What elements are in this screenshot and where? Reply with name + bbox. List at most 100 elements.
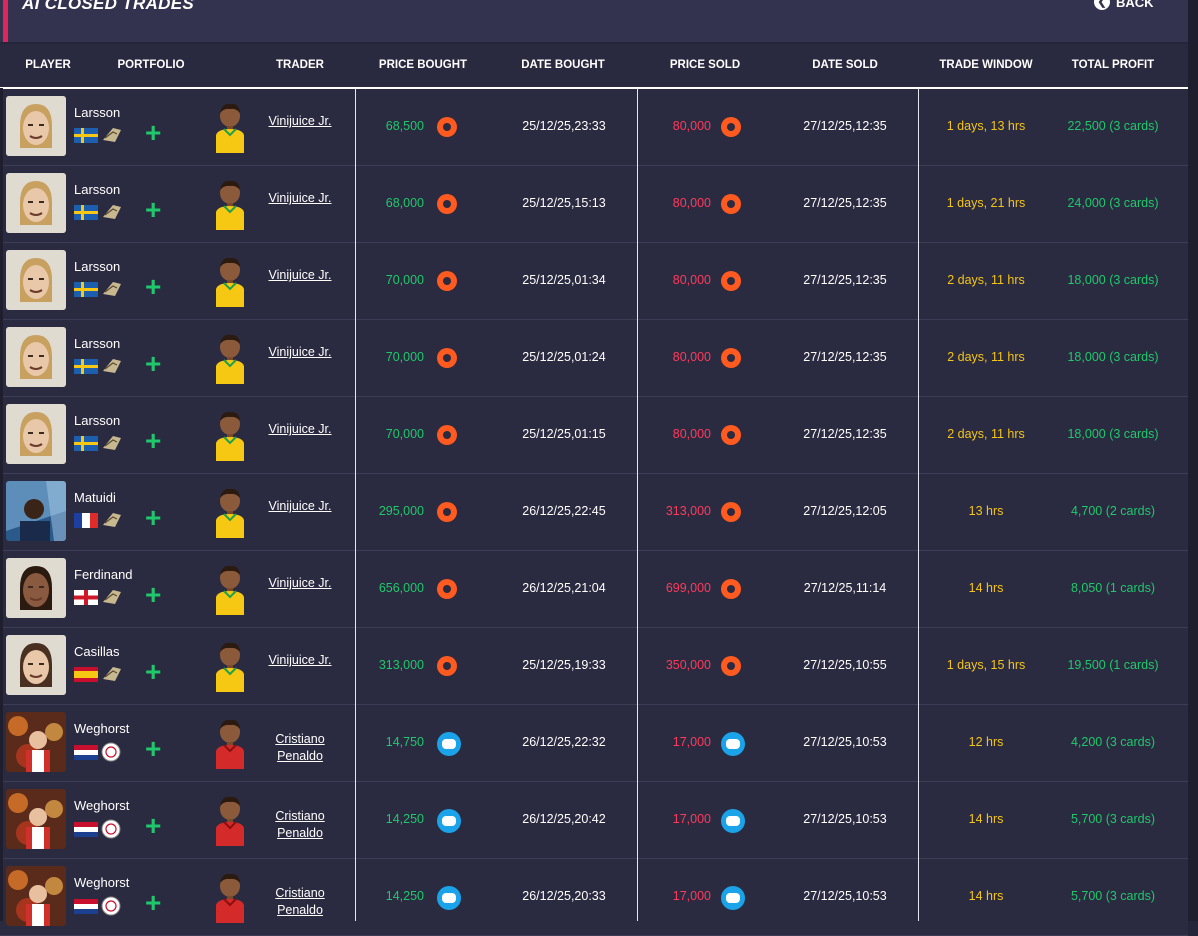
trader-link[interactable]: Vinijuice Jr.	[268, 191, 332, 205]
trader-link[interactable]: Cristiano Penaldo	[262, 808, 338, 842]
trader-link[interactable]: Vinijuice Jr.	[268, 653, 332, 667]
nation-flag-icon	[74, 435, 98, 456]
trader-avatar	[210, 794, 250, 846]
trader-link[interactable]: Vinijuice Jr.	[268, 268, 332, 282]
col-header-trade-window[interactable]: TRADE WINDOW	[939, 59, 1033, 71]
player-avatar[interactable]	[6, 789, 66, 849]
trader-first-name: Cristiano	[275, 732, 325, 746]
table-row[interactable]: Larsson + Vinijuice Jr. 70,000 25/12/25,01:3…	[0, 243, 1188, 320]
trader-link[interactable]: Vinijuice Jr.	[268, 499, 332, 513]
add-to-portfolio-button[interactable]: +	[145, 425, 162, 456]
col-header-price-bought[interactable]: PRICE BOUGHT	[378, 59, 468, 71]
player-avatar[interactable]	[6, 96, 66, 156]
player-name[interactable]: Weghorst	[74, 798, 130, 813]
add-to-portfolio-button[interactable]: +	[145, 117, 162, 148]
add-to-portfolio-button[interactable]: +	[145, 887, 162, 918]
player-avatar[interactable]	[6, 404, 66, 464]
trader-link[interactable]: Cristiano Penaldo	[262, 731, 338, 765]
trader-link[interactable]: Vinijuice Jr.	[268, 114, 332, 128]
trader-avatar	[210, 178, 250, 230]
coin-icon	[721, 579, 741, 599]
col-header-date-bought[interactable]: DATE BOUGHT	[521, 59, 605, 71]
table-row[interactable]: Weghorst + Cristiano Penaldo 14,750 26/12/25,…	[0, 705, 1188, 782]
console-icon	[721, 886, 745, 910]
player-name[interactable]: Ferdinand	[74, 567, 133, 582]
trader-avatar	[210, 486, 250, 538]
table-row[interactable]: Larsson + Vinijuice Jr. 68,000 25/12/25,15:1…	[0, 166, 1188, 243]
player-avatar[interactable]	[6, 635, 66, 695]
add-to-portfolio-button[interactable]: +	[145, 194, 162, 225]
col-header-total-profit[interactable]: TOTAL PROFIT	[1071, 59, 1155, 71]
total-profit: 8,050 (1 cards)	[1070, 581, 1156, 595]
trader-last-name: Penaldo	[277, 903, 323, 917]
date-sold: 27/12/25,10:55	[803, 658, 887, 672]
player-badges	[74, 742, 121, 767]
table-row[interactable]: Weghorst + Cristiano Penaldo 14,250 26/12/25,…	[0, 782, 1188, 859]
player-name[interactable]: Casillas	[74, 644, 120, 659]
player-name[interactable]: Larsson	[74, 182, 121, 197]
player-avatar[interactable]	[6, 866, 66, 926]
player-avatar[interactable]	[6, 250, 66, 310]
table-row[interactable]: Weghorst + Cristiano Penaldo 14,250 26/12/25,…	[0, 859, 1188, 936]
club-badge-icon	[101, 126, 123, 149]
nation-flag-icon	[74, 666, 98, 687]
club-badge-icon	[101, 280, 123, 303]
player-avatar[interactable]	[6, 327, 66, 387]
table-row[interactable]: Larsson + Vinijuice Jr. 70,000 25/12/25,01:2…	[0, 320, 1188, 397]
trader-link[interactable]: Vinijuice Jr.	[268, 345, 332, 359]
col-header-date-sold[interactable]: DATE SOLD	[812, 59, 878, 71]
price-bought: 14,250	[385, 889, 424, 903]
player-avatar[interactable]	[6, 173, 66, 233]
table-row[interactable]: Matuidi + Vinijuice Jr. 295,000 26/12/25,22:…	[0, 474, 1188, 551]
back-button[interactable]: ❮ BACK	[1094, 0, 1154, 10]
table-row[interactable]: Casillas + Vinijuice Jr. 313,000 25/12/25,19…	[0, 628, 1188, 705]
add-to-portfolio-button[interactable]: +	[145, 656, 162, 687]
trader-avatar	[210, 409, 250, 461]
player-avatar[interactable]	[6, 481, 66, 541]
coin-icon	[721, 117, 741, 137]
coin-icon	[721, 271, 741, 291]
add-to-portfolio-button[interactable]: +	[145, 271, 162, 302]
date-sold: 27/12/25,12:35	[803, 427, 887, 441]
date-bought: 25/12/25,01:15	[522, 427, 606, 441]
add-to-portfolio-button[interactable]: +	[145, 579, 162, 610]
player-badges	[74, 203, 123, 226]
add-to-portfolio-button[interactable]: +	[145, 348, 162, 379]
col-header-player[interactable]: PLAYER	[25, 59, 71, 71]
add-to-portfolio-button[interactable]: +	[145, 810, 162, 841]
player-name[interactable]: Matuidi	[74, 490, 116, 505]
coin-icon	[437, 271, 457, 291]
price-sold: 350,000	[665, 658, 711, 672]
add-to-portfolio-button[interactable]: +	[145, 502, 162, 533]
table-row[interactable]: Larsson + Vinijuice Jr. 68,500 25/12/25,23:3…	[0, 89, 1188, 166]
player-avatar[interactable]	[6, 558, 66, 618]
table-row[interactable]: Ferdinand + Vinijuice Jr. 656,000 26/12/25,2…	[0, 551, 1188, 628]
player-name[interactable]: Weghorst	[74, 875, 130, 890]
price-bought: 70,000	[385, 427, 424, 441]
trader-link[interactable]: Cristiano Penaldo	[262, 885, 338, 919]
column-divider	[637, 88, 638, 921]
player-name[interactable]: Weghorst	[74, 721, 130, 736]
price-bought: 70,000	[385, 350, 424, 364]
player-name[interactable]: Larsson	[74, 105, 121, 120]
add-to-portfolio-button[interactable]: +	[145, 733, 162, 764]
player-name[interactable]: Larsson	[74, 336, 121, 351]
player-name[interactable]: Larsson	[74, 259, 121, 274]
col-header-portfolio[interactable]: PORTFOLIO	[117, 59, 185, 71]
total-profit: 22,500 (3 cards)	[1067, 119, 1159, 133]
col-header-trader[interactable]: TRADER	[276, 59, 324, 71]
table-row[interactable]: Larsson + Vinijuice Jr. 70,000 25/12/25,01:1…	[0, 397, 1188, 474]
player-badges	[74, 434, 123, 457]
trade-window: 14 hrs	[968, 812, 1004, 826]
scrollbar-track[interactable]	[1188, 0, 1198, 921]
player-name[interactable]: Larsson	[74, 413, 121, 428]
total-profit: 18,000 (3 cards)	[1067, 427, 1159, 441]
page-title: AI CLOSED TRADES	[22, 0, 194, 13]
trader-link[interactable]: Vinijuice Jr.	[268, 576, 332, 590]
trader-link[interactable]: Vinijuice Jr.	[268, 422, 332, 436]
price-sold: 80,000	[672, 350, 711, 364]
player-avatar[interactable]	[6, 712, 66, 772]
trade-window: 13 hrs	[968, 504, 1004, 518]
trade-window: 2 days, 11 hrs	[947, 427, 1025, 441]
col-header-price-sold[interactable]: PRICE SOLD	[669, 59, 741, 71]
